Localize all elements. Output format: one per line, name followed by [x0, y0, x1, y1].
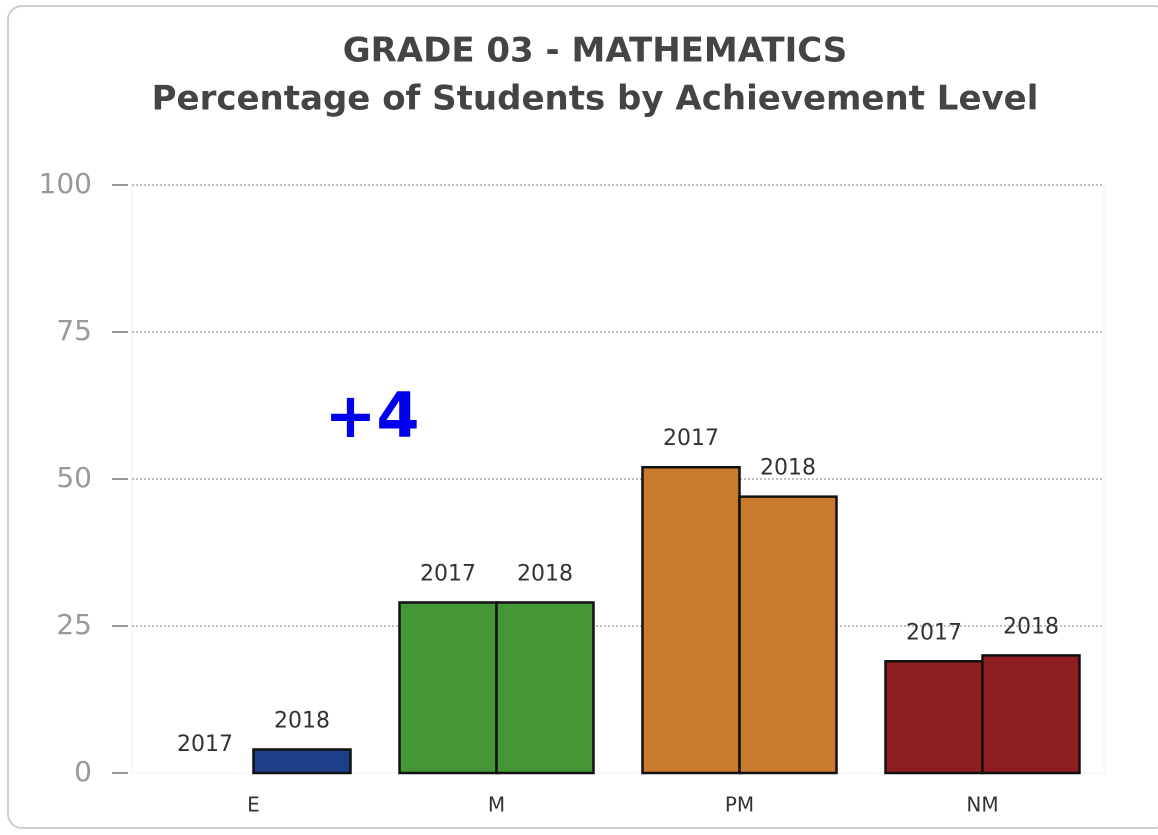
bar [495, 601, 595, 775]
data-label: 2018 [517, 561, 573, 586]
y-tick-label: 0 [74, 755, 92, 788]
frame [7, 5, 1158, 829]
data-label: 2017 [177, 732, 233, 757]
data-label: 2017 [420, 561, 476, 586]
bar [398, 601, 498, 775]
data-label: 2018 [760, 456, 816, 481]
y-tick-label: 25 [56, 608, 92, 641]
x-tick-label: M [488, 793, 505, 817]
bar [981, 654, 1081, 775]
x-tick-label: E [247, 793, 260, 817]
data-label: 2017 [663, 426, 719, 451]
y-tick-label: 50 [56, 461, 92, 494]
chart-subtitle: Percentage of Students by Achievement Le… [152, 79, 1039, 119]
x-tick-label: NM [966, 793, 998, 817]
chart-title: GRADE 03 - MATHEMATICS [343, 31, 848, 71]
data-label: 2018 [1003, 614, 1059, 639]
bar [884, 660, 984, 775]
data-label: 2017 [906, 620, 962, 645]
data-label: 2018 [274, 708, 330, 733]
y-tick-label: 100 [39, 167, 92, 200]
annotation: +4 [324, 379, 419, 452]
y-tick-label: 75 [56, 314, 92, 347]
x-tick-label: PM [725, 793, 754, 817]
bar [252, 748, 352, 775]
bar [641, 465, 741, 775]
bar [738, 495, 838, 775]
